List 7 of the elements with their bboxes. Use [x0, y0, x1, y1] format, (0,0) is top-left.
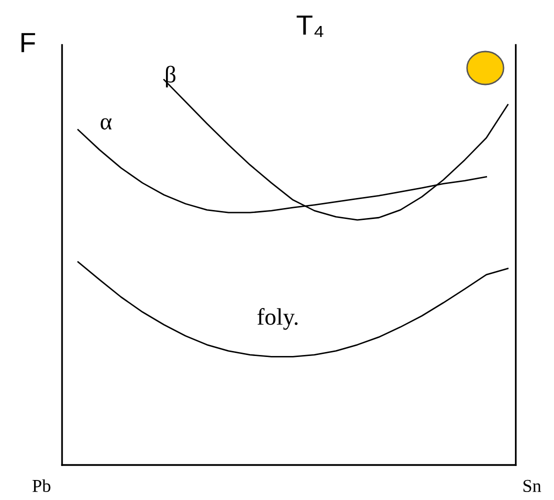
series-label: foly. [257, 308, 298, 330]
chart-title: T₄ [296, 16, 324, 38]
text: Pb [32, 479, 50, 492]
series-label: β [166, 66, 176, 88]
series-label: α [100, 118, 112, 130]
text: Sn [524, 480, 542, 492]
y-axis-title: F [21, 33, 36, 52]
